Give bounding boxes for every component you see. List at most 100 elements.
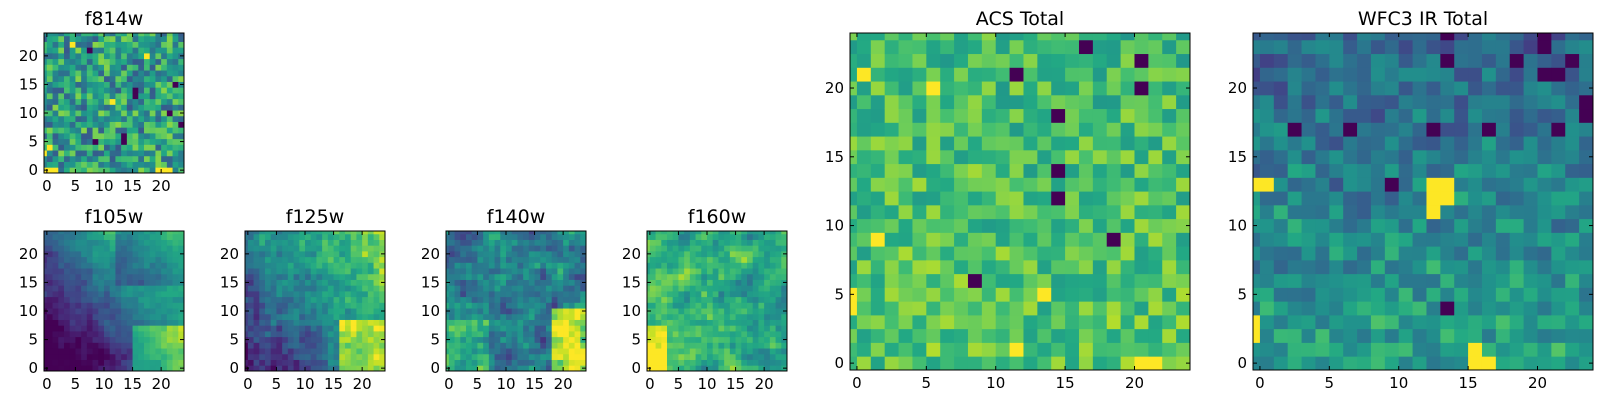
heatmap-cell bbox=[689, 313, 696, 320]
heatmap-cell bbox=[270, 256, 277, 263]
heatmap-cell bbox=[729, 251, 736, 258]
heatmap-cell bbox=[245, 353, 249, 360]
heatmap-cell bbox=[305, 342, 312, 349]
heatmap-cell bbox=[64, 104, 71, 111]
heatmap-cell bbox=[940, 149, 955, 165]
heatmap-cell bbox=[511, 359, 518, 366]
heatmap-cell bbox=[282, 285, 289, 292]
heatmap-cell bbox=[500, 273, 507, 280]
heatmap-cell bbox=[52, 325, 59, 332]
heatmap-cell bbox=[1051, 191, 1066, 206]
heatmap-cell bbox=[253, 336, 260, 343]
heatmap-cell bbox=[92, 47, 99, 54]
heatmap-cell bbox=[1148, 259, 1163, 275]
heatmap-cell bbox=[466, 325, 473, 332]
heatmap-cell bbox=[574, 319, 581, 326]
heatmap-cell bbox=[460, 313, 467, 320]
heatmap-cell bbox=[1343, 314, 1358, 330]
heatmap-cell bbox=[506, 302, 513, 309]
heatmap-cell bbox=[132, 348, 139, 355]
heatmap-cell bbox=[316, 251, 323, 258]
heatmap-cell bbox=[161, 308, 168, 315]
heatmap-cell bbox=[1315, 328, 1330, 343]
heatmap-cell bbox=[265, 302, 272, 309]
heatmap-cell bbox=[350, 233, 357, 240]
heatmap-cell bbox=[98, 336, 105, 343]
heatmap-cell bbox=[758, 279, 765, 286]
heatmap-cell bbox=[678, 233, 685, 240]
heatmap-cell bbox=[1412, 218, 1427, 233]
heatmap-cell bbox=[69, 251, 76, 258]
heatmap-cell bbox=[109, 251, 116, 258]
heatmap-cell bbox=[104, 121, 111, 128]
heatmap-cell bbox=[1023, 328, 1038, 343]
heatmap-cell bbox=[1509, 232, 1525, 247]
heatmap-cell bbox=[166, 348, 173, 355]
heatmap-cell bbox=[1481, 356, 1497, 371]
heatmap-cell bbox=[172, 53, 179, 60]
heatmap-cell bbox=[1134, 342, 1149, 357]
heatmap-cell bbox=[707, 359, 714, 366]
heatmap-cell bbox=[322, 353, 329, 360]
heatmap-cell bbox=[672, 245, 679, 252]
heatmap-cell bbox=[661, 308, 668, 315]
heatmap-cell bbox=[1343, 259, 1358, 275]
heatmap-cell bbox=[718, 231, 725, 235]
heatmap-cell bbox=[672, 231, 679, 235]
heatmap-cell bbox=[1481, 81, 1497, 96]
heatmap-cell bbox=[1329, 356, 1344, 371]
heatmap-cell bbox=[926, 67, 941, 82]
heatmap-cell bbox=[967, 33, 983, 41]
heatmap-cell bbox=[1551, 177, 1566, 192]
heatmap-cell bbox=[448, 285, 455, 292]
heatmap-cell bbox=[81, 121, 88, 128]
heatmap-cell bbox=[1009, 136, 1024, 151]
heatmap-cell bbox=[98, 110, 105, 117]
heatmap-cell bbox=[362, 256, 369, 263]
heatmap-cell bbox=[356, 268, 363, 275]
heatmap-cell bbox=[718, 256, 725, 263]
heatmap-cell bbox=[166, 331, 173, 338]
heatmap-cell bbox=[287, 342, 294, 349]
heatmap-cell bbox=[144, 133, 151, 140]
heatmap-cell bbox=[954, 246, 969, 261]
heatmap-cell bbox=[1537, 356, 1552, 371]
heatmap-cell bbox=[574, 239, 581, 246]
heatmap-cell bbox=[350, 319, 357, 326]
heatmap-cell bbox=[534, 233, 541, 240]
heatmap-cell bbox=[245, 359, 249, 366]
heatmap-cell bbox=[316, 342, 323, 349]
heatmap-cell bbox=[305, 233, 312, 240]
heatmap-cell bbox=[322, 308, 329, 315]
heatmap-cell bbox=[166, 313, 173, 320]
heatmap-cell bbox=[1273, 67, 1289, 82]
heatmap-cell bbox=[460, 365, 467, 372]
heatmap-cell bbox=[701, 273, 708, 280]
heatmap-cell bbox=[265, 256, 272, 263]
heatmap-cell bbox=[75, 279, 82, 286]
heatmap-cell bbox=[884, 94, 899, 110]
heatmap-cell bbox=[245, 256, 249, 263]
heatmap-cell bbox=[86, 325, 93, 332]
heatmap-cell bbox=[333, 231, 340, 235]
heatmap-cell bbox=[1565, 287, 1580, 302]
heatmap-cell bbox=[138, 365, 145, 372]
heatmap-cell bbox=[689, 342, 696, 349]
heatmap-cell bbox=[132, 70, 139, 77]
heatmap-cell bbox=[540, 256, 547, 263]
heatmap-cell bbox=[52, 81, 59, 88]
heatmap-cell bbox=[52, 262, 59, 269]
heatmap-cell bbox=[121, 336, 128, 343]
heatmap-cell bbox=[1426, 81, 1441, 96]
heatmap-cell bbox=[155, 353, 162, 360]
heatmap-cell bbox=[741, 348, 748, 355]
heatmap-cell bbox=[500, 359, 507, 366]
heatmap-cell bbox=[316, 262, 323, 269]
heatmap-cell bbox=[98, 47, 105, 54]
heatmap-cell bbox=[86, 35, 93, 42]
heatmap-cell bbox=[1176, 81, 1191, 96]
heatmap-cell bbox=[1426, 94, 1441, 110]
heatmap-cell bbox=[856, 273, 872, 288]
heatmap-cell bbox=[333, 262, 340, 269]
heatmap-cell bbox=[940, 53, 955, 68]
